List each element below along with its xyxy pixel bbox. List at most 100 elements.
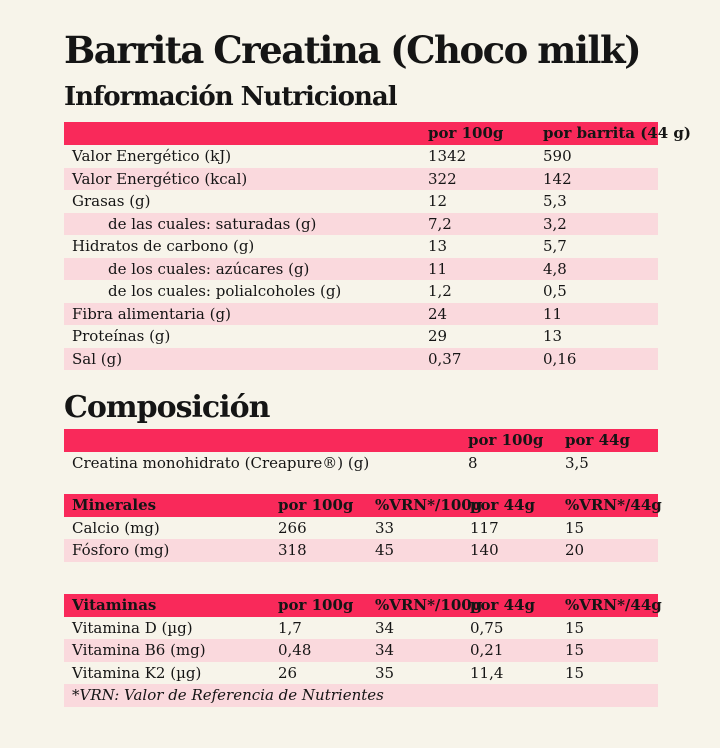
table-row: Calcio (mg) 266 33 117 15 bbox=[64, 517, 658, 540]
value-per-100g: 1342 bbox=[428, 147, 467, 165]
value-per-100g: 7,2 bbox=[428, 214, 452, 233]
table-row: de los cuales: polialcoholes (g) 1,2 0,5 bbox=[64, 280, 658, 303]
column-header-per-44g: por 44g bbox=[470, 495, 535, 514]
table-row: Vitamina D (µg) 1,7 34 0,75 15 bbox=[64, 617, 658, 640]
nutrition-table: por 100g por barrita (44 g) Valor Energé… bbox=[64, 122, 691, 370]
value-vrn-44g: 15 bbox=[565, 641, 585, 659]
table-row: de los cuales: azúcares (g) 11 4,8 bbox=[64, 257, 658, 280]
row-label: Fibra alimentaria (g) bbox=[72, 304, 231, 323]
value-per-44g: 0,21 bbox=[470, 641, 504, 659]
footnote-row: *VRN: Valor de Referencia de Nutrientes bbox=[64, 684, 658, 707]
row-label: Grasas (g) bbox=[72, 192, 151, 210]
value-per-100g: 8 bbox=[468, 454, 478, 472]
row-label: Hidratos de carbono (g) bbox=[72, 237, 255, 255]
value-per-barrita: 11 bbox=[543, 304, 563, 323]
column-header-per-barrita: por barrita (44 g) bbox=[543, 124, 691, 143]
table-row: Vitamina B6 (mg) 0,48 34 0,21 15 bbox=[64, 639, 658, 662]
value-per-44g: 140 bbox=[470, 541, 499, 559]
row-label: Valor Energético (kJ) bbox=[72, 147, 232, 165]
row-label: Calcio (mg) bbox=[72, 518, 160, 537]
composition-table: por 100g por 44g Creatina monohidrato (C… bbox=[64, 429, 658, 475]
vitamins-heading: Vitaminas bbox=[72, 595, 157, 614]
composition-table-header: por 100g por 44g bbox=[64, 429, 658, 452]
minerals-table: Minerales por 100g %VRN*/100g por 44g %V… bbox=[64, 493, 662, 562]
table-row: Sal (g) 0,37 0,16 bbox=[64, 347, 658, 370]
value-per-100g: 1,7 bbox=[278, 618, 302, 637]
value-per-barrita: 5,3 bbox=[543, 192, 567, 210]
value-per-100g: 13 bbox=[428, 237, 448, 255]
row-label: Vitamina K2 (µg) bbox=[72, 663, 202, 682]
value-per-100g: 12 bbox=[428, 192, 448, 210]
nutrition-label-page: Barrita Creatina (Choco milk) Informació… bbox=[0, 28, 720, 748]
value-vrn-44g: 20 bbox=[565, 541, 585, 559]
table-row: Proteínas (g) 29 13 bbox=[64, 325, 658, 348]
row-label: Proteínas (g) bbox=[72, 327, 171, 345]
composition-section-heading: Composición bbox=[64, 390, 270, 425]
table-row: Valor Energético (kcal) 322 142 bbox=[64, 167, 658, 190]
table-row: Creatina monohidrato (Creapure®) (g) 8 3… bbox=[64, 452, 658, 475]
value-per-44g: 0,75 bbox=[470, 618, 504, 637]
vitamins-table-header: Vitaminas por 100g %VRN*/100g por 44g %V… bbox=[64, 593, 662, 617]
value-per-barrita: 590 bbox=[543, 147, 572, 165]
value-per-barrita: 13 bbox=[543, 327, 563, 345]
value-per-barrita: 0,16 bbox=[543, 349, 577, 368]
value-per-44g: 11,4 bbox=[470, 663, 504, 682]
row-label: de los cuales: azúcares (g) bbox=[108, 259, 310, 278]
row-label: Creatina monohidrato (Creapure®) (g) bbox=[72, 454, 370, 472]
value-per-barrita: 0,5 bbox=[543, 282, 567, 300]
column-header-vrn-44g: %VRN*/44g bbox=[565, 495, 662, 514]
value-per-100g: 318 bbox=[278, 541, 307, 559]
row-label: de las cuales: saturadas (g) bbox=[108, 214, 317, 233]
row-label: de los cuales: polialcoholes (g) bbox=[108, 282, 342, 300]
composition-table-body: Creatina monohidrato (Creapure®) (g) 8 3… bbox=[64, 452, 658, 475]
value-per-44g: 117 bbox=[470, 518, 499, 537]
value-vrn-100g: 34 bbox=[375, 618, 395, 637]
value-vrn-44g: 15 bbox=[565, 663, 585, 682]
row-label: Vitamina D (µg) bbox=[72, 618, 193, 637]
value-per-100g: 322 bbox=[428, 169, 457, 188]
value-per-100g: 0,37 bbox=[428, 349, 462, 368]
column-header-vrn-44g: %VRN*/44g bbox=[565, 595, 662, 614]
column-header-per-100g: por 100g bbox=[278, 495, 354, 514]
table-row: Valor Energético (kJ) 1342 590 bbox=[64, 145, 658, 168]
value-per-100g: 26 bbox=[278, 663, 298, 682]
page-title: Barrita Creatina (Choco milk) bbox=[64, 28, 642, 72]
value-per-44g: 3,5 bbox=[565, 454, 589, 472]
vitamins-table-body: Vitamina D (µg) 1,7 34 0,75 15 Vitamina … bbox=[64, 617, 658, 707]
value-per-barrita: 4,8 bbox=[543, 259, 567, 278]
column-header-vrn-100g: %VRN*/100g bbox=[375, 595, 483, 614]
column-header-per-44g: por 44g bbox=[565, 431, 630, 450]
value-per-100g: 266 bbox=[278, 518, 307, 537]
table-row: Fibra alimentaria (g) 24 11 bbox=[64, 302, 658, 325]
value-per-100g: 24 bbox=[428, 304, 448, 323]
value-vrn-100g: 35 bbox=[375, 663, 395, 682]
table-row: Grasas (g) 12 5,3 bbox=[64, 190, 658, 213]
table-row: Vitamina K2 (µg) 26 35 11,4 15 bbox=[64, 662, 658, 685]
column-header-per-100g: por 100g bbox=[278, 595, 354, 614]
value-per-100g: 0,48 bbox=[278, 641, 312, 659]
value-per-100g: 1,2 bbox=[428, 282, 452, 300]
row-label: Fósforo (mg) bbox=[72, 541, 170, 559]
column-header-per-44g: por 44g bbox=[470, 595, 535, 614]
minerals-table-body: Calcio (mg) 266 33 117 15 Fósforo (mg) 3… bbox=[64, 517, 658, 562]
table-row: de las cuales: saturadas (g) 7,2 3,2 bbox=[64, 212, 658, 235]
table-row: Fósforo (mg) 318 45 140 20 bbox=[64, 539, 658, 562]
value-per-100g: 11 bbox=[428, 259, 448, 278]
nutrition-table-body: Valor Energético (kJ) 1342 590 Valor Ene… bbox=[64, 145, 658, 370]
value-vrn-100g: 45 bbox=[375, 541, 395, 559]
row-label: Vitamina B6 (mg) bbox=[72, 641, 206, 659]
minerals-table-header: Minerales por 100g %VRN*/100g por 44g %V… bbox=[64, 493, 662, 517]
nutrition-section-heading: Información Nutricional bbox=[64, 82, 398, 112]
value-vrn-44g: 15 bbox=[565, 618, 585, 637]
table-row: Hidratos de carbono (g) 13 5,7 bbox=[64, 235, 658, 258]
vrn-footnote: *VRN: Valor de Referencia de Nutrientes bbox=[72, 686, 384, 704]
value-vrn-44g: 15 bbox=[565, 518, 585, 537]
nutrition-table-header: por 100g por barrita (44 g) bbox=[64, 122, 691, 145]
value-vrn-100g: 33 bbox=[375, 518, 395, 537]
column-header-per-100g: por 100g bbox=[428, 124, 504, 143]
value-per-100g: 29 bbox=[428, 327, 448, 345]
value-per-barrita: 5,7 bbox=[543, 237, 567, 255]
row-label: Valor Energético (kcal) bbox=[72, 169, 248, 188]
row-label: Sal (g) bbox=[72, 349, 123, 368]
column-header-vrn-100g: %VRN*/100g bbox=[375, 495, 483, 514]
